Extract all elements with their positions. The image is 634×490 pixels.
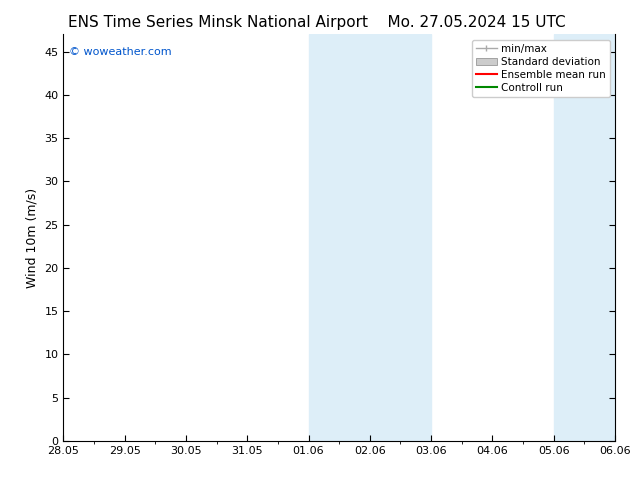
Bar: [309, 34, 431, 441]
Text: ENS Time Series Minsk National Airport    Mo. 27.05.2024 15 UTC: ENS Time Series Minsk National Airport M…: [68, 15, 566, 30]
Bar: [553, 34, 615, 441]
Y-axis label: Wind 10m (m/s): Wind 10m (m/s): [26, 188, 39, 288]
Text: © woweather.com: © woweather.com: [69, 47, 172, 56]
Legend: min/max, Standard deviation, Ensemble mean run, Controll run: min/max, Standard deviation, Ensemble me…: [472, 40, 610, 97]
